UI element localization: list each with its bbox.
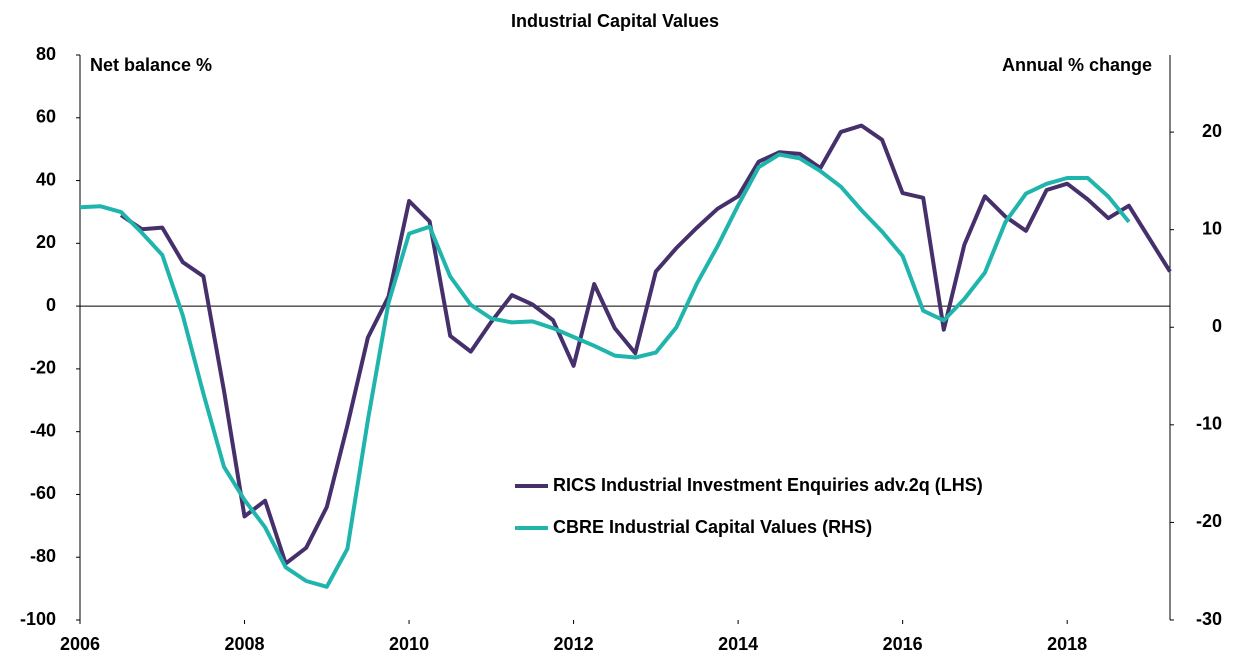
y2-tick-label: 0 (1212, 316, 1222, 336)
y-tick-label: 80 (36, 44, 56, 64)
x-tick-label: 2012 (554, 634, 594, 654)
y2-tick-label: -30 (1196, 609, 1222, 629)
x-tick-label: 2008 (225, 634, 265, 654)
chart-title: Industrial Capital Values (511, 11, 719, 31)
y-tick-label: 0 (46, 295, 56, 315)
y2-tick-label: -20 (1196, 511, 1222, 531)
y-tick-label: -60 (30, 483, 56, 503)
y-tick-label: 60 (36, 107, 56, 127)
legend-label: RICS Industrial Investment Enquiries adv… (553, 475, 983, 495)
x-tick-label: 2014 (718, 634, 758, 654)
y-tick-label: -80 (30, 546, 56, 566)
y-tick-label: 40 (36, 169, 56, 189)
legend-label: CBRE Industrial Capital Values (RHS) (553, 517, 872, 537)
y2-tick-label: -10 (1196, 414, 1222, 434)
y2-axis-label: Annual % change (1002, 55, 1152, 75)
y-axis-label: Net balance % (90, 55, 212, 75)
series-line (79, 152, 1131, 589)
y2-tick-label: 10 (1202, 218, 1222, 238)
y2-tick-label: 20 (1202, 121, 1222, 141)
y-tick-label: -40 (30, 420, 56, 440)
y-tick-label: -100 (20, 609, 56, 629)
y-tick-label: -20 (30, 358, 56, 378)
x-tick-label: 2006 (60, 634, 100, 654)
series-line (119, 123, 1172, 566)
x-tick-label: 2018 (1047, 634, 1087, 654)
y-tick-label: 20 (36, 232, 56, 252)
x-tick-label: 2010 (389, 634, 429, 654)
x-tick-label: 2016 (883, 634, 923, 654)
